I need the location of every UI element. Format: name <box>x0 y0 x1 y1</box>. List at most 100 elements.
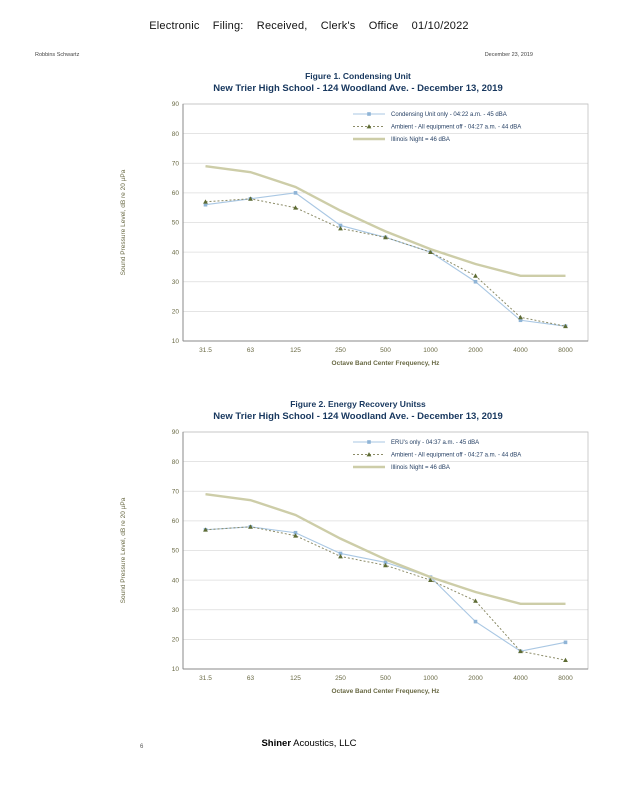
legend-label: Illinois Night = 46 dBA <box>391 137 450 143</box>
figure-2-title: Figure 2. Energy Recovery Unitss <box>290 399 426 409</box>
square-marker <box>293 191 298 195</box>
series-line <box>205 198 566 327</box>
y-axis-title: Sound Pressure Level, dB re 20 µPa <box>120 169 127 275</box>
figure-1-chart: 10 20 30 40 50 60 70 80 90 31.5 63 125 250 500 1000 200… <box>120 101 589 367</box>
triangle-marker <box>563 323 568 329</box>
y-tick-label: 50 <box>172 220 180 227</box>
figure-1-block: Figure 1. Condensing Unit New Trier High… <box>113 70 603 368</box>
y-tick-label: 70 <box>172 488 180 495</box>
x-axis-title: Octave Band Center Frequency, Hz <box>332 688 441 695</box>
firm-name: Robbins Schwartz <box>35 52 80 58</box>
company-name-bold: Shiner <box>261 738 292 749</box>
company-name: Shiner Acoustics, LLC <box>0 738 618 749</box>
x-tick-label: 8000 <box>558 347 573 354</box>
figure-1-subtitle: New Trier High School - 124 Woodland Ave… <box>213 83 503 94</box>
y-tick-label: 40 <box>172 577 180 584</box>
triangle-marker <box>293 205 298 210</box>
legend-square-marker <box>367 112 371 116</box>
legend-label: Ambient - All equipment off - 04:27 a.m.… <box>391 453 521 459</box>
legend-label: Illinois Night = 46 dBA <box>391 465 450 471</box>
y-tick-label: 90 <box>172 101 180 108</box>
triangle-marker <box>383 562 388 568</box>
triangle-marker <box>338 226 343 231</box>
legend-triangle-marker <box>366 124 372 129</box>
x-tick-label: 250 <box>335 675 346 682</box>
x-tick-label: 63 <box>247 675 255 682</box>
triangle-marker <box>473 273 478 278</box>
triangle-marker <box>473 598 478 603</box>
square-marker <box>473 279 478 284</box>
triangle-marker <box>248 524 253 529</box>
y-tick-label: 30 <box>172 279 180 286</box>
x-tick-label: 1000 <box>423 675 438 682</box>
y-tick-label: 10 <box>172 338 180 345</box>
square-marker <box>383 560 388 565</box>
series-line <box>205 493 566 606</box>
legend-label: ERU's only - 04:37 a.m. - 45 dBA <box>391 440 479 446</box>
x-tick-label: 500 <box>380 347 391 354</box>
y-tick-label: 90 <box>172 429 180 436</box>
square-marker <box>293 530 298 535</box>
triangle-marker <box>428 249 433 255</box>
y-tick-label: 50 <box>172 548 180 555</box>
y-tick-label: 70 <box>172 160 180 167</box>
report-date: December 23, 2019 <box>484 52 533 58</box>
square-marker <box>563 640 568 645</box>
page-footer: 6 Shiner Acoustics, LLC <box>0 738 618 750</box>
x-tick-label: 31.5 <box>199 347 212 354</box>
triangle-marker <box>383 234 388 240</box>
triangle-marker <box>563 657 568 663</box>
y-tick-label: 30 <box>172 607 180 614</box>
square-marker <box>338 551 343 556</box>
legend-label: Ambient - All equipment off - 04:27 a.m.… <box>391 125 521 131</box>
y-tick-label: 10 <box>172 666 180 673</box>
figure-1-title: Figure 1. Condensing Unit <box>305 71 411 81</box>
square-marker <box>473 619 478 624</box>
triangle-marker <box>518 314 523 320</box>
page-number: 6 <box>140 744 144 750</box>
triangle-marker <box>293 533 298 538</box>
electronic-filing-header: Electronic Filing: Received, Clerk's Off… <box>149 20 469 32</box>
x-axis-title: Octave Band Center Frequency, Hz <box>332 360 441 367</box>
series-line <box>205 165 566 278</box>
x-tick-label: 125 <box>290 675 301 682</box>
triangle-marker <box>203 199 208 204</box>
triangle-marker <box>428 577 433 583</box>
x-tick-label: 63 <box>247 347 255 354</box>
legend-triangle-marker <box>366 452 372 457</box>
x-tick-label: 2000 <box>468 675 483 682</box>
x-tick-label: 8000 <box>558 675 573 682</box>
x-tick-label: 500 <box>380 675 391 682</box>
legend-label: Condensing Unit only - 04:22 a.m. - 45 d… <box>391 112 507 118</box>
x-tick-label: 1000 <box>423 347 438 354</box>
y-axis-title: Sound Pressure Level, dB re 20 µPa <box>120 497 127 603</box>
subheader-row: Robbins Schwartz December 23, 2019 <box>0 52 618 62</box>
y-tick-label: 20 <box>172 309 180 316</box>
figure-2-chart: 10 20 30 40 50 60 70 80 90 31.5 63 125 250 500 1000 200… <box>120 429 589 695</box>
triangle-marker <box>248 196 253 201</box>
square-marker <box>203 202 208 207</box>
y-tick-label: 60 <box>172 190 180 197</box>
y-tick-label: 20 <box>172 637 180 644</box>
x-tick-label: 4000 <box>513 675 528 682</box>
company-name-rest: Acoustics, LLC <box>291 738 357 749</box>
series-line <box>205 192 566 327</box>
x-tick-label: 2000 <box>468 347 483 354</box>
legend-square-marker <box>367 440 371 444</box>
series-line <box>205 526 566 652</box>
series-line <box>205 526 566 661</box>
x-tick-label: 31.5 <box>199 675 212 682</box>
square-marker <box>518 318 523 323</box>
triangle-marker <box>338 554 343 559</box>
figure-2-subtitle: New Trier High School - 124 Woodland Ave… <box>213 411 503 422</box>
y-tick-label: 80 <box>172 459 180 466</box>
figure-2-block: Figure 2. Energy Recovery Unitss New Tri… <box>113 398 603 696</box>
y-tick-label: 40 <box>172 249 180 256</box>
square-marker <box>338 223 343 228</box>
triangle-marker <box>518 648 523 654</box>
x-tick-label: 4000 <box>513 347 528 354</box>
y-tick-label: 60 <box>172 518 180 525</box>
x-tick-label: 250 <box>335 347 346 354</box>
x-tick-label: 125 <box>290 347 301 354</box>
